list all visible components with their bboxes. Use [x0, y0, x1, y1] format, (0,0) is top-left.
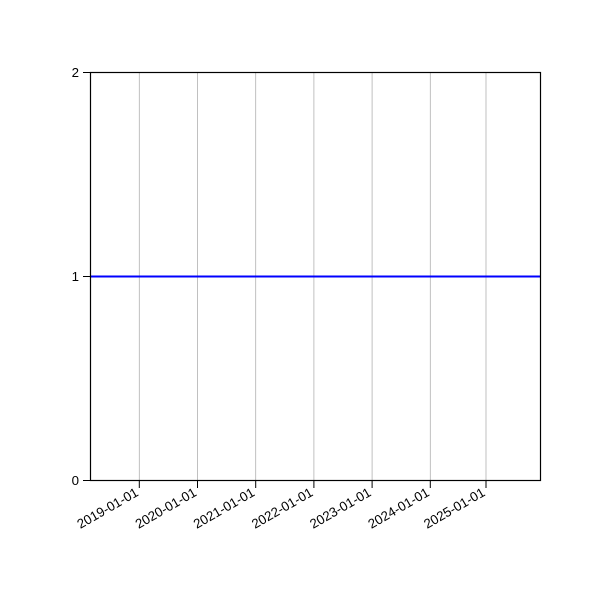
svg-text:0: 0: [72, 473, 79, 488]
svg-text:2019-01-01: 2019-01-01: [74, 485, 140, 532]
svg-text:2022-01-01: 2022-01-01: [249, 485, 315, 532]
svg-text:2025-01-01: 2025-01-01: [421, 485, 487, 532]
svg-text:2: 2: [72, 65, 79, 80]
svg-text:2024-01-01: 2024-01-01: [365, 485, 431, 532]
svg-text:2021-01-01: 2021-01-01: [191, 485, 257, 532]
svg-text:2020-01-01: 2020-01-01: [133, 485, 199, 532]
svg-text:2023-01-01: 2023-01-01: [307, 485, 373, 532]
svg-text:1: 1: [72, 269, 79, 284]
